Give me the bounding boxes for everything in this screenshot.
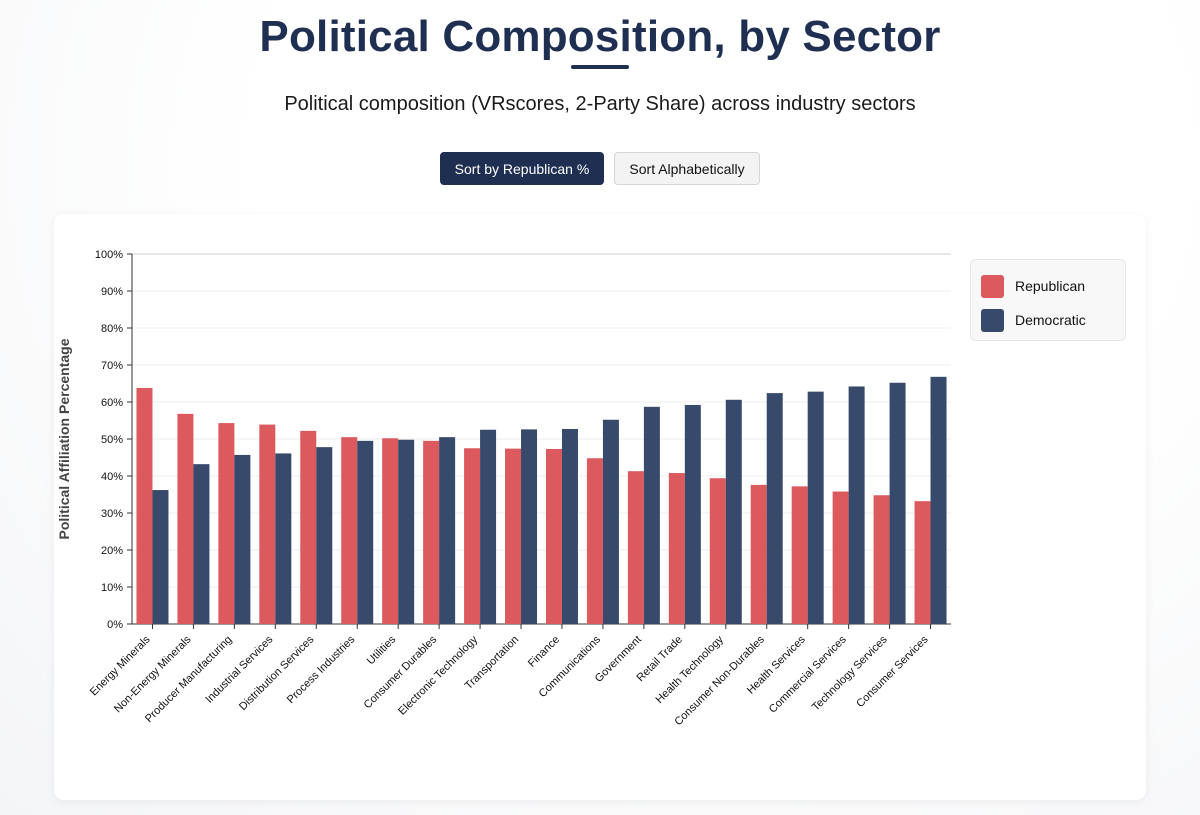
bar-democratic	[561, 429, 578, 624]
y-tick-label: 20%	[101, 545, 123, 557]
bar-republican	[750, 484, 767, 624]
y-tick-label: 50%	[101, 434, 123, 446]
x-tick-label: Finance	[526, 634, 562, 670]
x-tick-label: Health Technology	[654, 633, 727, 706]
legend-item-democratic: Democratic	[981, 308, 1086, 332]
bar-republican	[545, 448, 562, 624]
bar-republican	[423, 440, 440, 624]
y-tick-label: 10%	[101, 582, 123, 594]
legend-swatch-republican	[981, 274, 1004, 298]
x-tick-label: Distribution Services	[237, 633, 317, 713]
bar-democratic	[725, 399, 742, 624]
legend-swatch-democratic	[981, 308, 1004, 332]
bar-republican	[832, 491, 849, 624]
bar-democratic	[848, 386, 865, 624]
bar-democratic	[316, 447, 333, 624]
y-tick-label: 30%	[101, 508, 123, 520]
x-tick-label: Process Industries	[285, 633, 358, 706]
bar-democratic	[807, 391, 824, 624]
sort-alphabetically-button[interactable]: Sort Alphabetically	[614, 152, 760, 185]
x-tick-label: Electronic Technology	[396, 633, 480, 717]
bar-democratic	[684, 404, 701, 624]
legend-label-democratic: Democratic	[1015, 312, 1086, 328]
bar-democratic	[439, 437, 456, 624]
bar-democratic	[766, 393, 783, 624]
bar-democratic	[152, 490, 169, 624]
bar-democratic	[930, 376, 947, 624]
x-tick-label: Non-Energy Minerals	[112, 633, 194, 715]
x-tick-label: Consumer Services	[854, 633, 931, 710]
bar-democratic	[602, 419, 619, 624]
bar-democratic	[357, 440, 374, 624]
bar-republican	[668, 473, 685, 624]
bar-democratic	[889, 382, 906, 624]
bar-democratic	[275, 453, 292, 624]
y-tick-label: 100%	[95, 249, 123, 261]
legend-item-republican: Republican	[981, 274, 1085, 298]
y-tick-label: 60%	[101, 397, 123, 409]
bar-republican	[709, 478, 726, 624]
bar-republican	[136, 387, 153, 624]
bar-democratic	[480, 429, 497, 624]
x-tick-label: Utilities	[365, 633, 399, 667]
bar-republican	[505, 448, 522, 624]
bar-republican	[464, 448, 481, 624]
y-tick-label: 70%	[101, 360, 123, 372]
bar-republican	[218, 423, 235, 624]
y-tick-label: 80%	[101, 323, 123, 335]
y-tick-label: 0%	[107, 619, 123, 631]
page-subtitle: Political composition (VRscores, 2-Party…	[284, 93, 916, 115]
legend-label-republican: Republican	[1015, 278, 1086, 294]
bar-republican	[873, 495, 890, 624]
bar-democratic	[234, 454, 251, 624]
x-tick-label: Technology Services	[810, 633, 890, 713]
bar-republican	[586, 458, 603, 624]
x-tick-label: Consumer Durables	[362, 633, 440, 711]
bar-democratic	[521, 429, 538, 624]
bar-democratic	[193, 464, 210, 624]
page-title: Political Composition, by Sector	[259, 12, 941, 61]
y-tick-label: 40%	[101, 471, 123, 483]
bar-republican	[341, 437, 358, 624]
bar-republican	[791, 486, 808, 624]
y-axis-title: Political Affiliation Percentage	[56, 338, 72, 539]
bar-democratic	[643, 406, 660, 624]
bar-republican	[177, 413, 194, 624]
bar-republican	[382, 438, 399, 624]
bar-democratic	[398, 439, 415, 624]
bar-republican	[627, 471, 644, 624]
title-underline	[571, 65, 629, 69]
bar-republican	[300, 430, 317, 624]
bar-republican	[914, 501, 931, 624]
sort-republican-button[interactable]: Sort by Republican %	[440, 152, 604, 185]
chart-legend: Republican Democratic	[970, 259, 1126, 341]
y-tick-label: 90%	[101, 286, 123, 298]
bar-republican	[259, 424, 276, 624]
x-tick-label: Commercial Services	[767, 633, 849, 715]
